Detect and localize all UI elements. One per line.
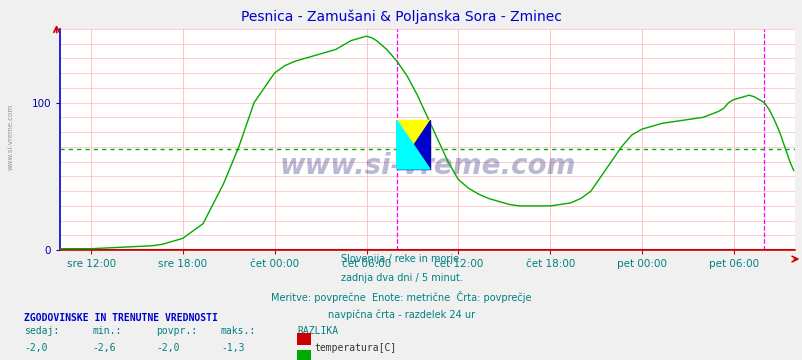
Polygon shape <box>396 120 429 169</box>
Text: -1,3: -1,3 <box>221 343 244 353</box>
Text: RAZLIKA: RAZLIKA <box>297 326 338 336</box>
Text: Slovenija / reke in morje.: Slovenija / reke in morje. <box>341 254 461 264</box>
Polygon shape <box>396 120 429 169</box>
Text: Meritve: povprečne  Enote: metrične  Črta: povprečje: Meritve: povprečne Enote: metrične Črta:… <box>271 291 531 303</box>
Text: www.si-vreme.com: www.si-vreme.com <box>279 152 575 180</box>
Text: povpr.:: povpr.: <box>156 326 197 336</box>
Text: -2,6: -2,6 <box>92 343 115 353</box>
Text: min.:: min.: <box>92 326 122 336</box>
Text: maks.:: maks.: <box>221 326 256 336</box>
Text: Pesnica - Zamušani & Poljanska Sora - Zminec: Pesnica - Zamušani & Poljanska Sora - Zm… <box>241 9 561 23</box>
Text: navpična črta - razdelek 24 ur: navpična črta - razdelek 24 ur <box>327 310 475 320</box>
Text: temperatura[C]: temperatura[C] <box>314 343 396 353</box>
Text: zadnja dva dni / 5 minut.: zadnja dva dni / 5 minut. <box>340 273 462 283</box>
Text: ZGODOVINSKE IN TRENUTNE VREDNOSTI: ZGODOVINSKE IN TRENUTNE VREDNOSTI <box>24 313 217 323</box>
Text: -2,0: -2,0 <box>156 343 180 353</box>
Text: -2,0: -2,0 <box>24 343 47 353</box>
Text: www.si-vreme.com: www.si-vreme.com <box>7 104 14 170</box>
Polygon shape <box>396 120 429 169</box>
Text: sedaj:: sedaj: <box>24 326 59 336</box>
